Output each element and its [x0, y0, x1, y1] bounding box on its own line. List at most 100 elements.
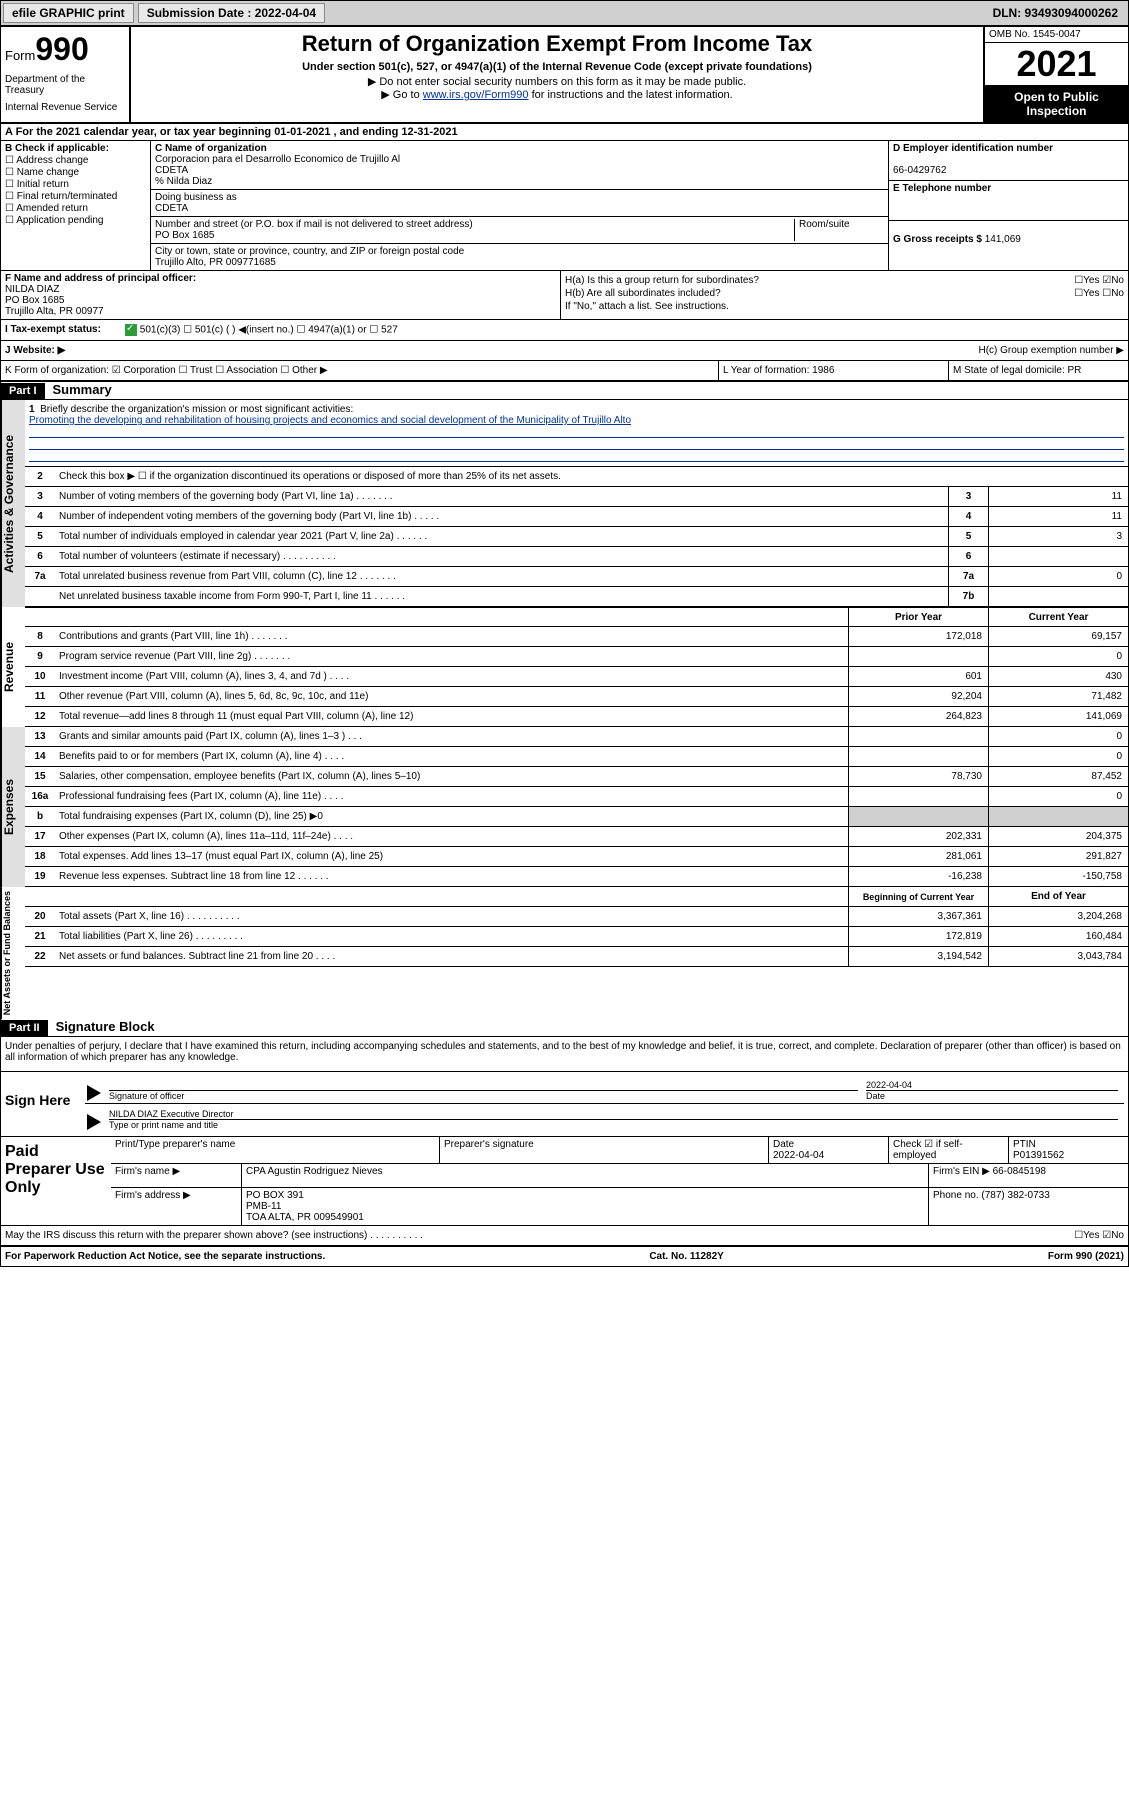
- city-state-zip: Trujillo Alto, PR 009771685: [155, 257, 276, 268]
- section-d-e-g: D Employer identification number 66-0429…: [888, 141, 1128, 270]
- form-ref: Form 990 (2021): [1048, 1251, 1124, 1262]
- section-f: F Name and address of principal officer:…: [1, 271, 561, 319]
- table-row: 6Total number of volunteers (estimate if…: [25, 547, 1128, 567]
- ein: 66-0429762: [893, 165, 946, 176]
- cb-final-return[interactable]: Final return/terminated: [5, 191, 146, 202]
- end-year-header: End of Year: [988, 887, 1128, 906]
- prior-year-header: Prior Year: [848, 608, 988, 626]
- mission-text: Promoting the developing and rehabilitat…: [29, 415, 631, 426]
- cb-initial-return[interactable]: Initial return: [5, 179, 146, 190]
- table-row: 13Grants and similar amounts paid (Part …: [25, 727, 1128, 747]
- dba: CDETA: [155, 203, 188, 214]
- net-assets-section: Net Assets or Fund Balances Beginning of…: [1, 887, 1128, 1019]
- arrow-icon: [87, 1114, 101, 1130]
- revenue-section: Revenue Prior Year Current Year 8Contrib…: [1, 607, 1128, 727]
- row-k-l-m: K Form of organization: ☑ Corporation ☐ …: [1, 361, 1128, 382]
- cb-application-pending[interactable]: Application pending: [5, 215, 146, 226]
- row-j-hc: J Website: ▶ H(c) Group exemption number…: [1, 341, 1128, 361]
- table-row: 10Investment income (Part VIII, column (…: [25, 667, 1128, 687]
- row-a-tax-year: A For the 2021 calendar year, or tax yea…: [1, 124, 1128, 141]
- sign-here-block: Sign Here Signature of officer 2022-04-0…: [1, 1071, 1128, 1137]
- room-suite: Room/suite: [794, 219, 884, 241]
- form-label: Form: [5, 48, 35, 63]
- table-row: 14Benefits paid to or for members (Part …: [25, 747, 1128, 767]
- cb-name-change[interactable]: Name change: [5, 167, 146, 178]
- officer-name: NILDA DIAZ: [5, 284, 59, 295]
- open-public: Open to PublicInspection: [985, 86, 1128, 122]
- firm-ein: 66-0845198: [993, 1166, 1046, 1177]
- table-row: 18Total expenses. Add lines 13–17 (must …: [25, 847, 1128, 867]
- tax-year: 2021: [985, 43, 1128, 86]
- section-b: B Check if applicable: Address change Na…: [1, 141, 151, 270]
- section-h: H(a) Is this a group return for subordin…: [561, 271, 1128, 319]
- ha-answer: ☐Yes ☑No: [1074, 275, 1124, 286]
- current-year-header: Current Year: [988, 608, 1128, 626]
- table-row: 17Other expenses (Part IX, column (A), l…: [25, 827, 1128, 847]
- side-net-assets: Net Assets or Fund Balances: [1, 887, 25, 1019]
- form-title: Return of Organization Exempt From Incom…: [135, 31, 979, 57]
- cb-address-change[interactable]: Address change: [5, 155, 146, 166]
- expenses-section: Expenses 13Grants and similar amounts pa…: [1, 727, 1128, 887]
- cb-amended-return[interactable]: Amended return: [5, 203, 146, 214]
- part-i-header: Part ISummary: [1, 382, 1128, 400]
- table-row: 12Total revenue—add lines 8 through 11 (…: [25, 707, 1128, 727]
- gross-receipts: 141,069: [985, 234, 1021, 245]
- table-row: 8Contributions and grants (Part VIII, li…: [25, 627, 1128, 647]
- table-row: 7aTotal unrelated business revenue from …: [25, 567, 1128, 587]
- beginning-year-header: Beginning of Current Year: [848, 887, 988, 906]
- discuss-with-preparer: May the IRS discuss this return with the…: [1, 1226, 1128, 1247]
- table-row: 5Total number of individuals employed in…: [25, 527, 1128, 547]
- side-revenue: Revenue: [1, 607, 25, 727]
- form-of-org: K Form of organization: ☑ Corporation ☐ …: [1, 361, 718, 380]
- section-c: C Name of organization Corporacion para …: [151, 141, 888, 270]
- table-row: 21Total liabilities (Part X, line 26) . …: [25, 927, 1128, 947]
- omb-number: OMB No. 1545-0047: [985, 27, 1128, 43]
- table-row: 22Net assets or fund balances. Subtract …: [25, 947, 1128, 967]
- state-domicile: M State of legal domicile: PR: [948, 361, 1128, 380]
- ssn-warning: ▶ Do not enter social security numbers o…: [135, 75, 979, 88]
- topbar: efile GRAPHIC print Submission Date : 20…: [0, 0, 1129, 26]
- dept-treasury: Department of the Treasury: [5, 74, 125, 96]
- table-row: 4Number of independent voting members of…: [25, 507, 1128, 527]
- row-i: I Tax-exempt status: 501(c)(3) ☐ 501(c) …: [1, 320, 1128, 341]
- paperwork-notice: For Paperwork Reduction Act Notice, see …: [5, 1251, 325, 1262]
- activities-governance: Activities & Governance 1 Briefly descri…: [1, 400, 1128, 607]
- table-row: 11Other revenue (Part VIII, column (A), …: [25, 687, 1128, 707]
- firm-address: PO BOX 391PMB-11TOA ALTA, PR 009549901: [241, 1188, 928, 1225]
- table-row: 3Number of voting members of the governi…: [25, 487, 1128, 507]
- subtitle-section: Under section 501(c), 527, or 4947(a)(1)…: [135, 61, 979, 73]
- catalog-number: Cat. No. 11282Y: [649, 1251, 723, 1262]
- table-row: 15Salaries, other compensation, employee…: [25, 767, 1128, 787]
- table-row: bTotal fundraising expenses (Part IX, co…: [25, 807, 1128, 827]
- dln: DLN: 93493094000262: [993, 6, 1126, 20]
- goto-line: ▶ Go to www.irs.gov/Form990 for instruct…: [135, 88, 979, 101]
- table-row: 19Revenue less expenses. Subtract line 1…: [25, 867, 1128, 887]
- street-address: PO Box 1685: [155, 230, 214, 241]
- prep-date: 2022-04-04: [773, 1150, 884, 1161]
- side-expenses: Expenses: [1, 727, 25, 887]
- perjury-declaration: Under penalties of perjury, I declare th…: [1, 1037, 1128, 1071]
- table-row: 16aProfessional fundraising fees (Part I…: [25, 787, 1128, 807]
- discuss-answer: ☐Yes ☑No: [1074, 1230, 1124, 1241]
- paid-preparer-block: Paid Preparer Use Only Print/Type prepar…: [1, 1137, 1128, 1226]
- self-employed-check: Check ☑ if self-employed: [888, 1137, 1008, 1163]
- table-row: 20Total assets (Part X, line 16) . . . .…: [25, 907, 1128, 927]
- irs-link[interactable]: www.irs.gov/Form990: [423, 89, 529, 101]
- efile-print-button[interactable]: efile GRAPHIC print: [3, 3, 134, 23]
- hb-answer: ☐Yes ☐No: [1074, 288, 1124, 299]
- check-icon: [125, 324, 137, 336]
- firm-phone: (787) 382-0733: [981, 1190, 1049, 1201]
- arrow-icon: [87, 1085, 101, 1101]
- sign-date: 2022-04-04: [866, 1080, 1118, 1090]
- officer-print-name: NILDA DIAZ Executive Director: [109, 1109, 1118, 1119]
- q2-discontinued: Check this box ▶ ☐ if the organization d…: [55, 469, 1128, 484]
- irs-label: Internal Revenue Service: [5, 102, 125, 113]
- part-ii-header: Part IISignature Block: [1, 1019, 1128, 1037]
- form-header: Form990 Department of the Treasury Inter…: [1, 27, 1128, 124]
- org-name: Corporacion para el Desarrollo Economico…: [155, 154, 400, 165]
- submission-date: Submission Date : 2022-04-04: [138, 3, 325, 23]
- table-row: 9Program service revenue (Part VIII, lin…: [25, 647, 1128, 667]
- table-row: Net unrelated business taxable income fr…: [25, 587, 1128, 607]
- form-990: Form990 Department of the Treasury Inter…: [0, 26, 1129, 1267]
- side-activities-governance: Activities & Governance: [1, 400, 25, 607]
